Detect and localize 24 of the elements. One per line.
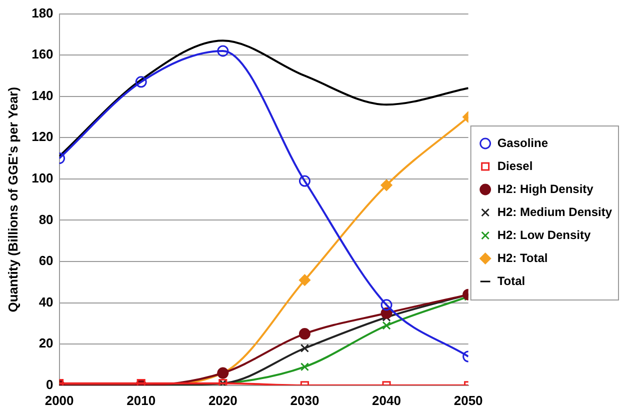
x-tick-label: 2040 <box>372 392 401 408</box>
x-tick-label: 2000 <box>44 392 74 408</box>
x-tick-label: 2020 <box>208 392 238 408</box>
legend-label: Gasoline <box>497 136 548 150</box>
y-tick-label: 80 <box>38 212 54 227</box>
y-axis-title: Quantity (Billions of GGE's per Year) <box>5 86 20 312</box>
x-tick-label: 2010 <box>126 392 156 408</box>
y-tick-label: 140 <box>32 88 54 103</box>
legend-label: Diesel <box>497 158 533 173</box>
y-tick-label: 100 <box>32 170 54 186</box>
x-tick-label: 2030 <box>290 392 320 408</box>
legend-label: H2: Total <box>497 250 548 265</box>
x-tick-label: 2050 <box>454 392 483 408</box>
y-tick-label: 180 <box>32 5 54 20</box>
y-tick-label: 0 <box>46 376 54 392</box>
y-tick-label: 60 <box>38 253 54 268</box>
y-tick-label: 160 <box>32 46 54 62</box>
y-tick-label: 20 <box>38 336 54 351</box>
y-tick-label: 120 <box>32 129 54 144</box>
legend-label: Total <box>497 274 526 288</box>
legend-label: H2: Low Density <box>497 228 591 242</box>
legend-label: H2: High Density <box>497 182 594 196</box>
legend-label: H2: Medium Density <box>497 204 612 219</box>
y-tick-label: 40 <box>38 294 54 310</box>
